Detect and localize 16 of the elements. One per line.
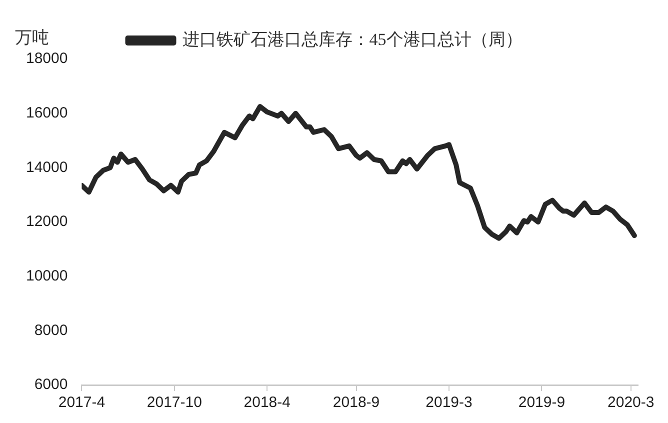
y-axis-title: 万吨 [15,28,49,47]
x-tick-label: 2017-10 [146,394,202,412]
y-tick-label: 14000 [26,158,68,176]
x-tick-label: 2018-9 [332,394,380,412]
y-tick-label: 10000 [26,267,68,284]
x-tick-label: 2020-3 [608,394,654,412]
y-tick-label: 8000 [34,322,68,339]
x-tick-label: 2018-4 [244,394,290,412]
x-tick-label: 2019-9 [518,394,566,412]
y-tick-label: 18000 [26,50,68,68]
x-tick-label: 2019-3 [426,394,472,412]
y-tick-label: 12000 [26,213,68,230]
legend-label: 进口铁矿石港口总库存：45个港口总计（周） [182,30,522,49]
x-tick-label: 2017-4 [58,394,106,412]
y-tick-label: 16000 [26,104,68,122]
y-tick-label: 6000 [34,376,68,394]
